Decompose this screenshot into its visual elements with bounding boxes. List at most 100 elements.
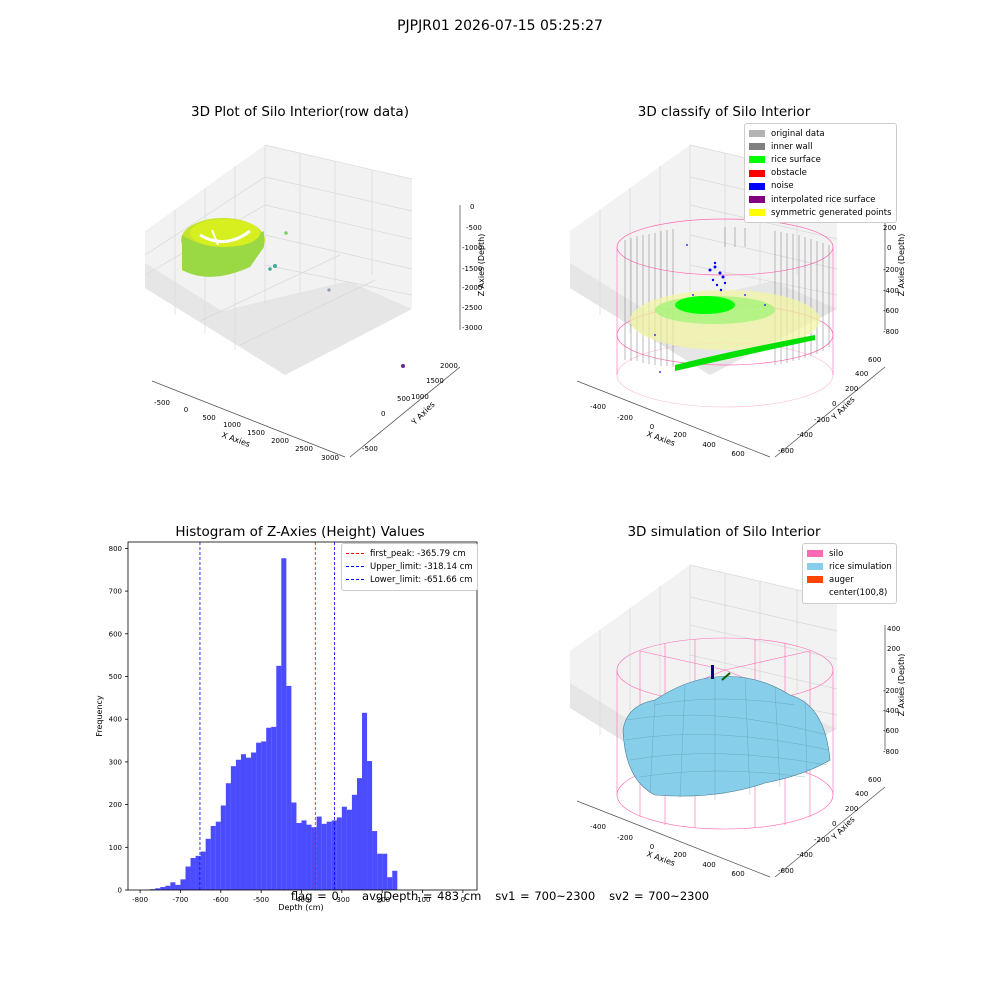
raw-xtick: 2000 bbox=[271, 437, 289, 445]
histogram-bar bbox=[271, 726, 277, 890]
status-flag: flag = 0 bbox=[290, 889, 339, 903]
raw-xtick: 500 bbox=[202, 414, 215, 422]
histogram-bar bbox=[170, 882, 176, 890]
status-avg-depth: avgDepth = 483 cm bbox=[362, 889, 482, 903]
histogram-bar bbox=[306, 824, 312, 890]
histogram-bar bbox=[281, 558, 287, 890]
legend-item: inner wall bbox=[749, 140, 892, 153]
histogram-bar bbox=[261, 741, 267, 890]
legend-swatch bbox=[749, 196, 765, 204]
sim-zlabel: Z Axies (Depth) bbox=[897, 654, 905, 717]
sim-xtick: 200 bbox=[673, 851, 686, 859]
legend-label: Lower_limit: -651.66 cm bbox=[370, 574, 473, 585]
legend-line bbox=[346, 553, 364, 555]
histogram-bar bbox=[185, 866, 191, 890]
histogram-bar bbox=[367, 761, 373, 890]
status-sv2: sv2 = 700~2300 bbox=[609, 889, 710, 903]
histogram-ytick-label: 400 bbox=[109, 716, 122, 724]
histogram-bar bbox=[316, 816, 322, 890]
legend-item: obstacle bbox=[749, 167, 892, 180]
histogram-bar bbox=[291, 802, 297, 890]
histogram-bar bbox=[175, 884, 181, 890]
raw-ytick: 1500 bbox=[426, 377, 444, 385]
sim-ytick: 0 bbox=[832, 820, 836, 828]
raw-xtick: 1500 bbox=[247, 429, 265, 437]
classify-ztick: -200 bbox=[883, 266, 899, 274]
histogram-bar bbox=[387, 877, 393, 890]
classify-ztick: -800 bbox=[883, 328, 899, 336]
histogram-bar bbox=[180, 879, 186, 890]
histogram-bar bbox=[311, 827, 317, 890]
histogram-bar bbox=[205, 838, 211, 890]
legend-label: inner wall bbox=[771, 141, 813, 152]
legend-swatch bbox=[749, 130, 765, 138]
raw-ztick: -1500 bbox=[462, 265, 482, 273]
classify-ztick: 200 bbox=[883, 224, 896, 232]
histogram-bar bbox=[301, 820, 307, 890]
legend-swatch bbox=[749, 182, 765, 190]
histogram-xlabel: Depth (cm) bbox=[278, 903, 323, 912]
classify-ytick: -600 bbox=[778, 447, 794, 455]
histogram-bar bbox=[210, 825, 216, 890]
classify-ytick: 400 bbox=[855, 370, 868, 378]
classify-ytick: 600 bbox=[868, 356, 881, 364]
legend-line bbox=[346, 579, 364, 581]
sim-ytick: 200 bbox=[845, 805, 858, 813]
legend-item: noise bbox=[749, 180, 892, 193]
legend-label: center(100,8) bbox=[829, 588, 888, 599]
raw-ztick: -1000 bbox=[462, 244, 482, 252]
raw-ytick: 500 bbox=[397, 395, 410, 403]
histogram-bar bbox=[356, 778, 363, 890]
histogram-ytick-label: 100 bbox=[109, 844, 122, 852]
legend-label: original data bbox=[771, 128, 825, 139]
histogram-xtick-label: -300 bbox=[334, 896, 350, 904]
raw-ztick: 0 bbox=[470, 203, 474, 211]
legend-swatch bbox=[749, 169, 765, 177]
histogram-bar bbox=[256, 742, 262, 890]
simulation-legend: silo rice simulation auger center(100,8) bbox=[802, 543, 897, 604]
histogram-bar bbox=[346, 809, 352, 890]
histogram-bar bbox=[326, 821, 332, 890]
histogram-ytick-label: 600 bbox=[109, 630, 122, 638]
legend-item: Upper_limit: -318.14 cm bbox=[346, 560, 473, 573]
raw-xtick: 3000 bbox=[321, 454, 339, 462]
histogram-ytick-label: 200 bbox=[109, 801, 122, 809]
raw-ylabel: Y Axies bbox=[409, 400, 437, 428]
raw-ytick: 1000 bbox=[411, 393, 429, 401]
classify-xtick: 0 bbox=[650, 423, 654, 431]
legend-label: first_peak: -365.79 cm bbox=[370, 548, 466, 559]
simulation-3d-plot: -400 -200 0 200 400 600 X Axies -600 -40… bbox=[570, 564, 905, 878]
classify-xtick: 200 bbox=[673, 431, 686, 439]
raw-zlabel: Z Axies (Depth) bbox=[477, 234, 486, 297]
sim-ytick: -400 bbox=[797, 851, 813, 859]
histogram-bar bbox=[276, 665, 282, 890]
sim-ytick: 600 bbox=[868, 776, 881, 784]
histogram-chart: -800 -700 -600 -500 -400 -300 -200 -100 0 0 100 200… bbox=[95, 541, 478, 912]
sim-xlabel: X Axies bbox=[645, 849, 676, 868]
classify-xtick: 600 bbox=[731, 450, 744, 458]
histogram-bar bbox=[225, 783, 231, 890]
raw-ztick: -2500 bbox=[462, 304, 482, 312]
histogram-xtick-label: -200 bbox=[374, 896, 390, 904]
legend-label: rice surface bbox=[771, 154, 821, 165]
legend-label: obstacle bbox=[771, 168, 807, 179]
legend-item: rice simulation bbox=[807, 560, 892, 573]
classify-legend: original data inner wall rice surface ob… bbox=[744, 123, 897, 224]
histogram-title: Histogram of Z-Axies (Height) Values bbox=[175, 524, 425, 540]
legend-item: auger bbox=[807, 573, 892, 586]
sim-ztick: -800 bbox=[883, 748, 899, 756]
histogram-bar bbox=[392, 870, 398, 890]
legend-label: Upper_limit: -318.14 cm bbox=[370, 561, 473, 572]
classify-zlabel: Z Axies (Depth) bbox=[897, 234, 905, 297]
sim-ztick: 200 bbox=[887, 645, 900, 653]
sim-xtick: 0 bbox=[650, 843, 654, 851]
legend-label: noise bbox=[771, 181, 794, 192]
status-sv1: sv1 = 700~2300 bbox=[495, 889, 596, 903]
histogram-xtick-label: -100 bbox=[415, 896, 431, 904]
legend-swatch bbox=[807, 589, 823, 597]
legend-item: Lower_limit: -651.66 cm bbox=[346, 573, 473, 586]
histogram-bar bbox=[286, 685, 292, 890]
sim-ztick: -600 bbox=[883, 727, 899, 735]
histogram-frame bbox=[127, 541, 478, 891]
histogram-bar bbox=[331, 820, 337, 890]
